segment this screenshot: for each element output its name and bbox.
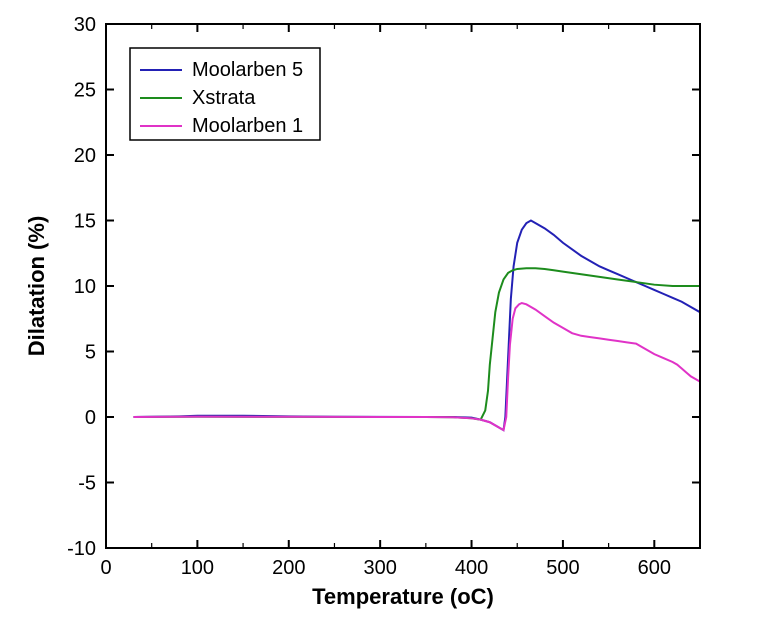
- x-tick-label: 0: [100, 557, 111, 579]
- y-tick-label: -10: [67, 538, 96, 560]
- x-tick-label: 100: [181, 557, 214, 579]
- y-tick-label: -5: [78, 473, 96, 495]
- y-tick-label: 15: [74, 211, 96, 233]
- x-tick-label: 300: [363, 557, 396, 579]
- x-tick-label: 500: [546, 557, 579, 579]
- y-tick-label: 20: [74, 145, 96, 167]
- x-axis-title: Temperature (oC): [312, 584, 494, 609]
- x-tick-label: 200: [272, 557, 305, 579]
- y-axis-title: Dilatation (%): [24, 216, 49, 357]
- legend-label-1: Xstrata: [192, 87, 256, 109]
- x-tick-label: 600: [638, 557, 671, 579]
- x-tick-label: 400: [455, 557, 488, 579]
- legend-label-2: Moolarben 1: [192, 115, 303, 137]
- y-tick-label: 0: [85, 407, 96, 429]
- y-tick-label: 10: [74, 276, 96, 298]
- chart-background: [0, 0, 761, 635]
- chart-container: 0 100 200 300 400 500 600 -10 -5 0 5 10 15 20 25 30 Temp…: [0, 0, 761, 635]
- dilatation-line-chart: 0 100 200 300 400 500 600 -10 -5 0 5 10 15 20 25 30 Temp…: [0, 0, 761, 635]
- y-tick-label: 30: [74, 14, 96, 36]
- legend-label-0: Moolarben 5: [192, 59, 303, 81]
- y-tick-label: 5: [85, 342, 96, 364]
- y-tick-label: 25: [74, 80, 96, 102]
